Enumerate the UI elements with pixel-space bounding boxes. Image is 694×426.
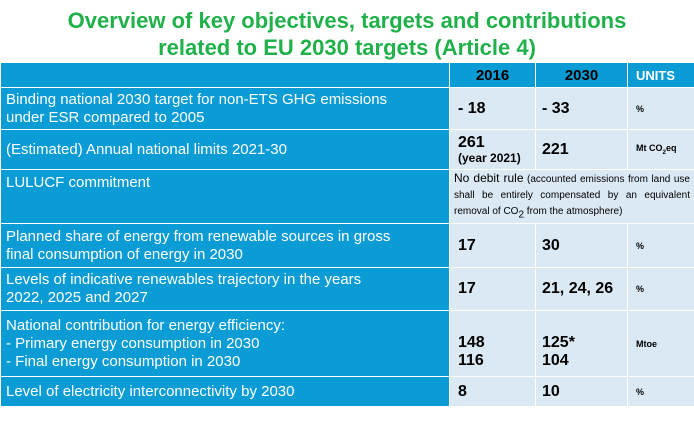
table-row: Planned share of energy from renewable s…	[0, 223, 694, 269]
table-header-row: 2016 2030 UNITS	[0, 62, 694, 88]
value-2030: 10	[535, 376, 628, 408]
table-row: (Estimated) Annual national limits 2021-…	[0, 129, 694, 170]
header-2030: 2030	[535, 62, 628, 88]
value-2016: 17	[449, 267, 536, 312]
row-label: Level of electricity interconnectivity b…	[0, 376, 450, 408]
value-2030: 125* 104	[535, 310, 628, 378]
lulucf-text: No debit rule (accounted emissions from …	[449, 168, 694, 225]
row-label: Binding national 2030 target for non-ETS…	[0, 87, 450, 130]
value-2030: 21, 24, 26	[535, 267, 628, 312]
value-note: (year 2021)	[458, 151, 521, 165]
unit-cell: %	[627, 267, 694, 312]
value-2016: 148 116	[449, 310, 536, 378]
table-row: LULUCF commitment No debit rule (account…	[0, 168, 694, 225]
unit-cell: %	[627, 376, 694, 408]
header-blank-cell	[0, 62, 450, 88]
row-label: Planned share of energy from renewable s…	[0, 223, 450, 269]
unit-cell: %	[627, 223, 694, 269]
value-2030: 30	[535, 223, 628, 269]
value-2016: 261 (year 2021)	[449, 129, 536, 170]
value-2016: - 18	[449, 87, 536, 130]
table-row: National contribution for energy efficie…	[0, 310, 694, 378]
value-2030: 221	[535, 129, 628, 170]
row-label: LULUCF commitment	[0, 168, 450, 225]
title-line-1: Overview of key objectives, targets and …	[67, 8, 627, 33]
row-label: Levels of indicative renewables trajecto…	[0, 267, 450, 312]
row-label: National contribution for energy efficie…	[0, 310, 450, 378]
row-label: (Estimated) Annual national limits 2021-…	[0, 129, 450, 170]
value-2016: 8	[449, 376, 536, 408]
header-2016: 2016	[449, 62, 536, 88]
table-row: Levels of indicative renewables trajecto…	[0, 267, 694, 312]
header-units: UNITS	[627, 62, 694, 88]
value-2016: 17	[449, 223, 536, 269]
unit-cell: Mtoe	[627, 310, 694, 378]
table-row: Level of electricity interconnectivity b…	[0, 376, 694, 408]
table-row: Binding national 2030 target for non-ETS…	[0, 87, 694, 130]
title-line-2: related to EU 2030 targets (Article 4)	[158, 35, 536, 60]
unit-cell: %	[627, 87, 694, 130]
targets-table: 2016 2030 UNITS Binding national 2030 ta…	[0, 62, 694, 408]
page-title: Overview of key objectives, targets and …	[0, 0, 694, 62]
unit-cell: Mt CO2eq	[627, 129, 694, 170]
value-2030: - 33	[535, 87, 628, 130]
